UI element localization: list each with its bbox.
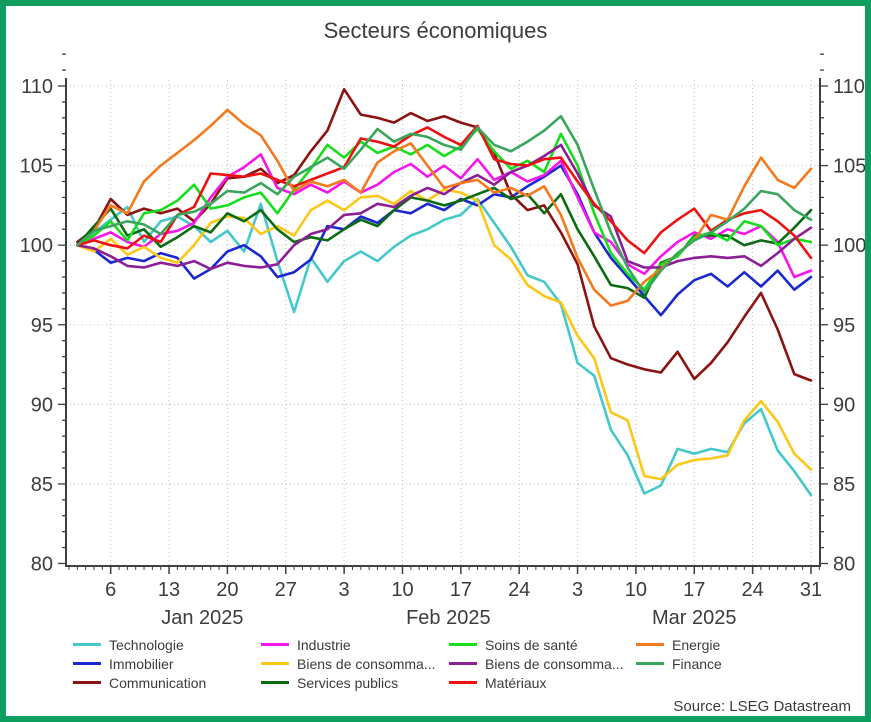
- legend-item: Energie: [636, 635, 722, 654]
- legend-label: Immobilier: [109, 655, 174, 672]
- y-axis-tick-label: 110: [21, 76, 53, 98]
- legend-item: Services publics: [261, 673, 436, 692]
- legend-swatch: [449, 662, 477, 665]
- legend-swatch: [73, 643, 101, 646]
- y-axis-tick-label: 90: [31, 394, 53, 416]
- legend-item: Biens de consomma...: [449, 654, 624, 673]
- legend-column-4: Energie Finance: [636, 635, 722, 673]
- series-line-immobilier: [76, 164, 813, 317]
- legend-swatch: [73, 662, 101, 665]
- source-credit: Source: LSEG Datastream: [673, 698, 851, 715]
- legend-label: Communication: [109, 674, 207, 691]
- legend-swatch: [449, 681, 477, 684]
- legend-column-2: Industrie Biens de consomma... Services pu…: [261, 635, 436, 692]
- month-label: Jan 2025: [161, 607, 243, 629]
- legend-swatch: [261, 662, 289, 665]
- x-axis-tick-label: 17: [450, 579, 472, 601]
- legend-label: Biens de consomma...: [485, 655, 624, 672]
- legend-swatch: [261, 643, 289, 646]
- y-axis-tick-label: 80: [31, 554, 53, 576]
- legend-label: Soins de santé: [485, 636, 578, 653]
- legend-label: Biens de consomma...: [297, 655, 436, 672]
- series-line-biens-de-consomma: [76, 143, 813, 271]
- legend-item: Soins de santé: [449, 635, 624, 654]
- legend-label: Finance: [672, 655, 722, 672]
- legend-swatch: [73, 681, 101, 684]
- y-axis-tick-label: 100: [833, 235, 866, 257]
- y-axis-tick-label: 95: [31, 315, 53, 337]
- y-axis-tick-label: 95: [833, 315, 855, 337]
- month-label: Feb 2025: [406, 607, 491, 629]
- x-axis-tick-label: 24: [742, 579, 764, 601]
- series-line-energie: [76, 108, 813, 307]
- y-axis-tick-label: 85: [31, 474, 53, 496]
- series-line-mat-riaux: [76, 124, 813, 260]
- series-line-technologie: [76, 197, 813, 497]
- y-axis-tick-label: 85: [833, 474, 855, 496]
- x-axis-tick-label: 3: [339, 579, 350, 601]
- x-axis-tick-label: 6: [105, 579, 116, 601]
- y-axis-tick-label: 80: [833, 554, 855, 576]
- legend-item: Industrie: [261, 635, 436, 654]
- legend-column-1: Technologie Immobilier Communication: [73, 635, 206, 692]
- x-axis-tick-label: 10: [391, 579, 413, 601]
- sectors-line-chart: 80 80 85 85 90 90 95 95 100 100 105 105 110 110 6 13 20 2…: [20, 53, 866, 629]
- x-axis-tick-label: 20: [216, 579, 238, 601]
- y-axis-tick-label: 90: [833, 394, 855, 416]
- legend-item: Biens de consomma...: [261, 654, 436, 673]
- series-line-finance: [76, 114, 813, 295]
- legend-label: Energie: [672, 636, 721, 653]
- legend-item: Finance: [636, 654, 722, 673]
- legend-swatch: [636, 662, 664, 665]
- legend-label: Matériaux: [485, 674, 547, 691]
- month-label: Mar 2025: [652, 607, 737, 629]
- chart-legend: Technologie Immobilier Communication Indust…: [6, 635, 865, 695]
- x-axis-tick-label: 31: [800, 579, 822, 601]
- legend-swatch: [261, 681, 289, 684]
- y-axis-tick-label: 100: [20, 235, 53, 257]
- y-axis-tick-label: 105: [833, 156, 866, 178]
- x-axis-tick-label: 27: [275, 579, 297, 601]
- series-line-industrie: [76, 153, 813, 279]
- legend-swatch: [449, 643, 477, 646]
- legend-label: Technologie: [109, 636, 184, 653]
- series-line-services-publics: [76, 186, 813, 300]
- legend-label: Services publics: [297, 674, 399, 691]
- legend-item: Communication: [73, 673, 206, 692]
- x-axis-tick-label: 10: [625, 579, 647, 601]
- x-axis-tick-label: 24: [508, 579, 530, 601]
- legend-item: Immobilier: [73, 654, 206, 673]
- legend-swatch: [636, 643, 664, 646]
- x-axis-tick-label: 13: [158, 579, 180, 601]
- y-axis-tick-label: 105: [20, 156, 53, 178]
- x-axis-tick-label: 3: [572, 579, 583, 601]
- legend-item: Technologie: [73, 635, 206, 654]
- legend-item: Matériaux: [449, 673, 624, 692]
- page-title: Secteurs économiques: [323, 18, 548, 43]
- series-line-biens-de-consomma: [76, 188, 813, 481]
- y-axis-tick-label: 110: [833, 76, 865, 98]
- x-axis-tick-label: 17: [683, 579, 705, 601]
- legend-label: Industrie: [297, 636, 351, 653]
- legend-column-3: Soins de santé Biens de consomma... Matéri…: [449, 635, 624, 692]
